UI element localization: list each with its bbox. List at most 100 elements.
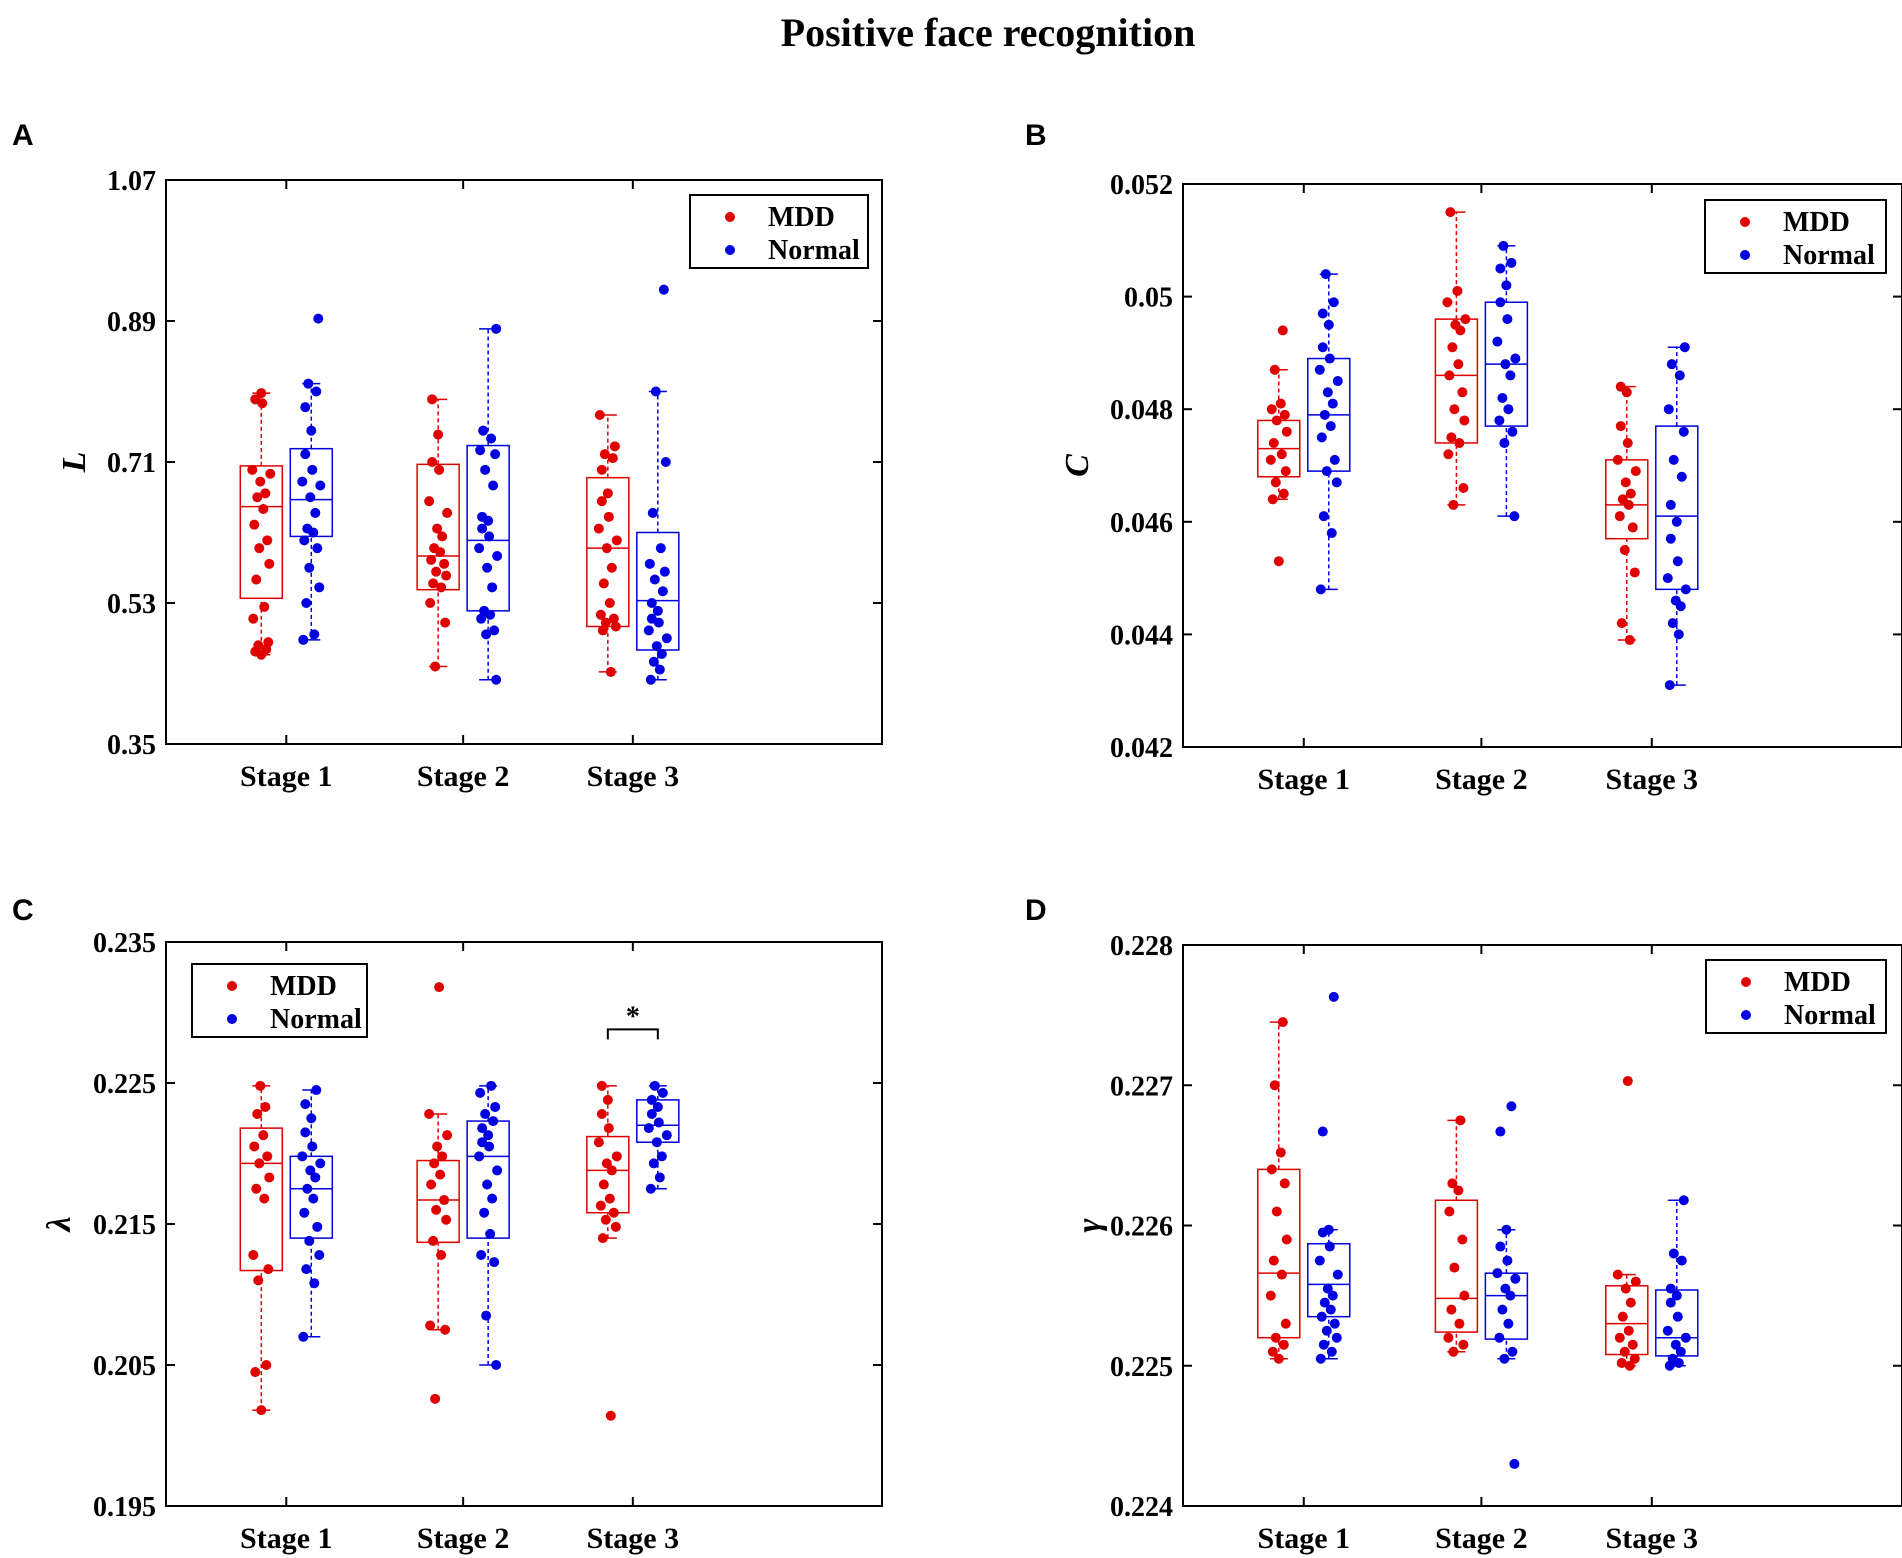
mdd-data-point xyxy=(441,570,452,581)
mdd-box xyxy=(1257,1168,1301,1339)
normal-data-point xyxy=(1507,1346,1518,1357)
normal-data-point xyxy=(1679,342,1690,353)
normal-data-point xyxy=(646,613,657,624)
normal-data-point xyxy=(1329,1318,1340,1329)
normal-data-point xyxy=(649,1080,660,1091)
normal-data-point xyxy=(656,1151,667,1162)
mdd-data-point xyxy=(1612,1269,1623,1280)
mdd-data-point xyxy=(601,543,612,554)
mdd-data-point xyxy=(603,511,614,522)
normal-data-point xyxy=(1510,1273,1521,1284)
normal-data-point xyxy=(1315,584,1326,595)
mdd-data-point xyxy=(247,464,258,475)
mdd-data-point xyxy=(1270,1332,1281,1343)
mdd-data-point xyxy=(1458,1339,1469,1350)
mdd-data-point xyxy=(439,558,450,569)
normal-data-point xyxy=(1667,1353,1678,1364)
mdd-data-point xyxy=(611,535,622,546)
legend-marker-mdd xyxy=(1740,217,1750,227)
normal-data-point xyxy=(646,598,657,608)
mdd-data-point xyxy=(600,617,611,628)
normal-data-point xyxy=(1317,342,1328,353)
legend-label: MDD xyxy=(768,202,835,233)
normal-data-point xyxy=(1676,471,1687,482)
mdd-data-point xyxy=(1453,1185,1464,1196)
mdd-data-point xyxy=(597,1233,608,1244)
normal-data-point xyxy=(312,1221,323,1232)
mdd-data-point xyxy=(1622,437,1633,448)
normal-data-point xyxy=(1674,370,1685,381)
normal-data-point xyxy=(301,1264,312,1275)
normal-data-point xyxy=(1326,528,1337,539)
normal-data-point xyxy=(643,1123,654,1134)
normal-data-point xyxy=(309,1278,320,1289)
normal-data-point xyxy=(1497,392,1508,403)
normal-data-point xyxy=(477,511,488,522)
panel-letter: B xyxy=(1025,119,1047,152)
normal-data-point xyxy=(1324,353,1335,364)
y-tick-label: 0.227 xyxy=(1110,1071,1173,1102)
x-category-label: Stage 2 xyxy=(417,760,510,793)
normal-data-point xyxy=(1319,1297,1330,1308)
mdd-data-point xyxy=(255,476,266,487)
normal-data-point xyxy=(483,1130,494,1141)
normal-data-point xyxy=(304,562,315,573)
mdd-data-point xyxy=(248,1250,259,1261)
normal-data-point xyxy=(1318,1339,1329,1350)
mdd-data-point xyxy=(1448,499,1459,510)
normal-data-point xyxy=(305,492,316,503)
mdd-data-point xyxy=(439,1195,450,1206)
mdd-data-point xyxy=(1619,544,1630,555)
mdd-data-point xyxy=(260,488,271,499)
mdd-data-point xyxy=(426,554,437,565)
mdd-data-point xyxy=(263,1264,274,1275)
mdd-box xyxy=(1434,318,1479,444)
normal-data-point xyxy=(1321,466,1332,477)
normal-data-point xyxy=(482,1179,493,1190)
normal-data-point xyxy=(309,629,320,640)
mdd-data-point xyxy=(437,531,448,542)
mdd-data-point xyxy=(425,598,436,608)
mdd-data-point xyxy=(609,441,620,452)
mdd-data-point xyxy=(596,1109,607,1120)
mdd-data-point xyxy=(250,394,261,405)
normal-data-point xyxy=(1325,1304,1336,1315)
normal-data-point xyxy=(657,586,668,597)
x-category-label: Stage 2 xyxy=(417,1522,510,1555)
mdd-data-point xyxy=(1446,1304,1457,1315)
mdd-data-point xyxy=(1630,466,1641,477)
normal-data-point xyxy=(306,425,317,436)
normal-data-point xyxy=(650,386,661,397)
mdd-data-point xyxy=(248,613,259,624)
mdd-data-point xyxy=(1449,1262,1460,1273)
mdd-data-point xyxy=(259,1193,270,1204)
mdd-data-point xyxy=(1280,1318,1291,1329)
mdd-data-point xyxy=(1625,488,1636,499)
mdd-data-point xyxy=(595,609,606,620)
y-tick-label: 0.228 xyxy=(1110,931,1173,962)
normal-data-point xyxy=(315,480,326,491)
mdd-data-point xyxy=(1454,1318,1465,1329)
normal-data-point xyxy=(648,656,659,667)
mdd-data-point xyxy=(440,1324,451,1335)
mdd-data-point xyxy=(249,1141,260,1152)
mdd-data-point xyxy=(598,578,609,589)
mdd-data-point xyxy=(434,982,445,993)
legend-box xyxy=(191,963,368,1038)
mdd-data-point xyxy=(593,523,604,534)
mdd-data-point xyxy=(1443,1332,1454,1343)
normal-data-point xyxy=(489,625,500,636)
y-tick-label: 0.71 xyxy=(107,448,156,479)
mdd-data-point xyxy=(256,388,267,399)
normal-data-point xyxy=(1322,1283,1333,1294)
normal-data-point xyxy=(312,543,323,554)
normal-data-point xyxy=(485,1228,496,1239)
normal-data-point xyxy=(1510,353,1521,364)
normal-data-point xyxy=(1322,387,1333,398)
mdd-data-point xyxy=(596,1080,607,1091)
mdd-data-point xyxy=(1271,1206,1282,1217)
panel-C: C 0.235 0.225 0.215 0.205 0.195 λ Stage 1 Stage … xyxy=(12,894,883,1555)
normal-data-point xyxy=(654,1172,665,1183)
normal-data-point xyxy=(305,1165,316,1176)
mdd-data-point xyxy=(608,613,619,624)
